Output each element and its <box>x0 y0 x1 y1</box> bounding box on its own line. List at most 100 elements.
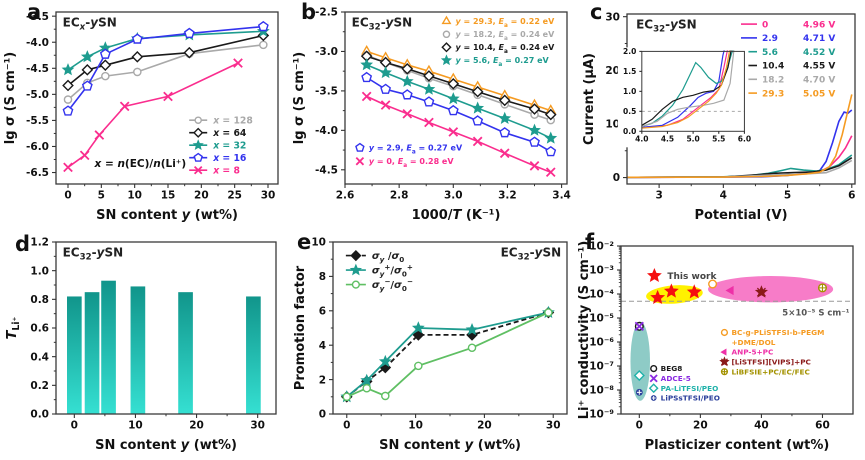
svg-text:0: 0 <box>71 420 78 432</box>
circle-o-marker <box>194 116 202 124</box>
series-i293 <box>641 50 731 129</box>
y-axis-label: Li⁺ conductivity (S cm⁻¹) <box>577 241 592 420</box>
panel-letter-c: c <box>590 0 603 24</box>
svg-text:4.55 V: 4.55 V <box>803 62 835 72</box>
series-v104 <box>626 157 853 179</box>
panel-letter-b: b <box>301 0 317 24</box>
star-f-marker <box>61 63 75 76</box>
x-axis-label: Plasticizer content (wt%) <box>645 438 830 453</box>
chart-b: 2.6 2.8 3.0 3.2 3.4 -2.5 -3.0 -3.5 -4.0 -4.5 1000/… <box>292 7 571 223</box>
diamond-o-marker <box>544 108 557 121</box>
penta-o-marker <box>62 105 74 116</box>
x-axis-label: Potential (V) <box>694 208 787 223</box>
svg-text:10⁻⁷: 10⁻⁷ <box>589 361 614 373</box>
axis-ticks: 0 10 20 30 0 2 4 6 8 10 <box>311 237 560 432</box>
x-marker <box>649 374 658 383</box>
bar-y-5.6 <box>101 280 116 414</box>
circle-o-marker <box>467 343 477 353</box>
penta-o-marker <box>380 83 392 94</box>
svg-text:x = 64: x = 64 <box>212 128 247 139</box>
y-axis-label: TLi⁺ <box>5 316 22 339</box>
svg-text:+DME/DOL: +DME/DOL <box>731 338 775 347</box>
penta-o-marker <box>183 27 195 38</box>
svg-text:0: 0 <box>343 420 350 432</box>
chart-e: 0 10 20 30 0 2 4 6 8 10 SN content y (wt%) Promotio… <box>293 237 568 453</box>
panel-title: EC32-ySN <box>501 245 562 262</box>
axis-ticks: 0 20 40 60 10⁻² 10⁻³ 10⁻⁴ 10⁻⁵ 10⁻⁶ 10⁻⁷ 10⁻⁸ 10⁻⁹ <box>589 241 830 432</box>
penta-o-marker <box>99 48 111 59</box>
x-marker <box>233 58 243 68</box>
star-f-marker <box>349 263 363 276</box>
circle-o-marker <box>381 391 390 401</box>
x-marker <box>499 148 510 159</box>
penta-o-marker <box>193 152 203 162</box>
series-sigma-minus <box>342 308 553 402</box>
svg-text:1.2: 1.2 <box>30 237 49 249</box>
panel-c: c 3 4 5 6 0 10 20 30 Potential (V) Current (μA) EC… <box>577 0 865 230</box>
circle-o-marker <box>720 328 729 337</box>
x-marker <box>448 127 459 137</box>
svg-text:BC-g-PLiSTFSI-b-PEGM: BC-g-PLiSTFSI-b-PEGM <box>731 328 824 337</box>
tri-left-f-marker <box>725 285 734 296</box>
svg-text:LiPSsTFSI/PEO: LiPSsTFSI/PEO <box>661 394 720 403</box>
x-marker <box>634 321 644 331</box>
axis-ticks: 0 10 20 30 0.0 0.2 0.4 0.6 0.8 1.0 1.2 <box>30 237 265 432</box>
svg-text:20: 20 <box>605 65 620 77</box>
chart-d: 0 10 20 30 0.0 0.2 0.4 0.6 0.8 1.0 1.2 SN content y… <box>5 237 277 453</box>
svg-text:σy /σ0: σy /σ0 <box>372 251 404 264</box>
series-i182 <box>641 50 735 128</box>
star-f-marker <box>379 66 392 79</box>
svg-text:-3.5: -3.5 <box>315 86 338 98</box>
diamond-o-marker <box>401 62 414 75</box>
circle-o-marker <box>414 361 423 371</box>
star-f-marker <box>663 283 679 298</box>
panel-b-chart: 2.6 2.8 3.0 3.2 3.4 -2.5 -3.0 -3.5 -4.0 -4.5 1000/… <box>292 7 571 223</box>
svg-text:10⁻⁸: 10⁻⁸ <box>589 385 614 397</box>
y-axis-label: lg σ (S cm⁻¹) <box>3 52 18 145</box>
svg-text:20: 20 <box>477 420 492 432</box>
svg-text:2.6: 2.6 <box>336 190 355 202</box>
x-marker <box>94 130 105 140</box>
panel-c-chart: 3 4 5 6 0 10 20 30 Potential (V) Current (μA) EC32… <box>582 11 856 223</box>
panel-b: b 2.6 2.8 3.0 3.2 3.4 -2.5 -3.0 -3.5 -4.0 -4.5 100… <box>289 0 577 230</box>
svg-text:5.05 V: 5.05 V <box>803 89 835 99</box>
y-axis-label: lg σ (S cm⁻¹) <box>292 52 307 145</box>
svg-text:2: 2 <box>319 374 326 386</box>
x-marker <box>402 108 413 119</box>
chart-a: 0 5 10 15 20 25 30 -3.5 -4.0 -4.5 -5.0 -5.5 -6.0 -6.5… <box>3 11 279 223</box>
star-x-marker <box>756 287 766 297</box>
series-y5 <box>360 58 558 144</box>
panel-title: EC32-ySN <box>636 17 697 34</box>
svg-text:-3.0: -3.0 <box>315 46 338 58</box>
panel-letter-e: e <box>297 230 312 254</box>
panel-a-chart: 0 5 10 15 20 25 30 -3.5 -4.0 -4.5 -5.0 -5.5 -6.0 -6.5… <box>3 11 279 223</box>
svg-text:0.0: 0.0 <box>623 127 636 136</box>
diamond-o-marker <box>648 383 659 394</box>
svg-text:10: 10 <box>127 190 142 202</box>
x-axis-label: 1000/T (K⁻¹) <box>412 208 501 223</box>
panel-e: e 0 10 20 30 0 2 4 6 8 10 SN content y (wt%) Promot… <box>289 230 577 460</box>
series-v182 <box>626 159 853 179</box>
svg-text:10⁻³: 10⁻³ <box>589 265 614 277</box>
circle-plus-f-marker <box>636 389 642 395</box>
star-f-marker <box>465 323 479 336</box>
x-marker <box>63 162 73 173</box>
svg-text:40: 40 <box>754 420 769 432</box>
svg-text:BEG8: BEG8 <box>661 364 683 373</box>
svg-text:3.2: 3.2 <box>498 190 517 202</box>
star-f-marker <box>80 50 94 63</box>
svg-text:2.9: 2.9 <box>762 34 778 44</box>
diamond-o-marker <box>498 94 511 107</box>
x-marker <box>424 117 434 128</box>
penta-o-marker <box>447 104 459 116</box>
svg-text:-5.5: -5.5 <box>26 115 49 127</box>
x-marker <box>380 100 391 110</box>
svg-text:0.4: 0.4 <box>30 351 49 363</box>
svg-text:y = 0, Ea = 0.28 eV: y = 0, Ea = 0.28 eV <box>369 157 454 169</box>
x-axis-label: SN content y (wt%) <box>95 438 237 453</box>
star-f-marker <box>411 321 425 334</box>
svg-text:-4.0: -4.0 <box>315 125 338 137</box>
